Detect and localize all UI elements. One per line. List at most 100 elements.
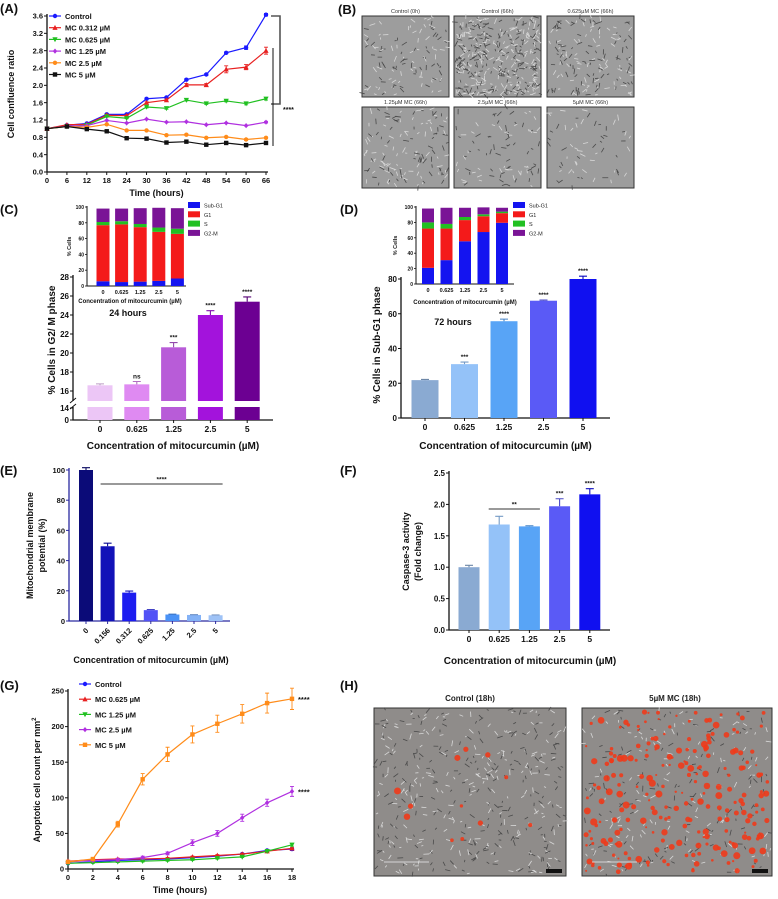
image-title: Control (66h) <box>481 9 513 15</box>
error-bar <box>146 608 155 611</box>
apoptotic-cell <box>598 798 605 805</box>
cell <box>585 93 591 96</box>
cell <box>487 67 490 71</box>
apoptotic-cell <box>762 790 770 797</box>
cell <box>720 743 725 746</box>
y-axis-label: potential (%) <box>37 519 47 573</box>
cell <box>584 61 587 65</box>
cell <box>555 804 560 807</box>
cell <box>649 819 653 824</box>
apoptotic-cell <box>655 773 658 777</box>
cell <box>454 58 458 63</box>
cell <box>382 836 384 841</box>
cell <box>705 827 711 832</box>
cell <box>759 866 762 868</box>
cell <box>462 61 467 66</box>
cell <box>530 148 534 150</box>
y-axis-label: % Cells <box>67 237 73 257</box>
cell <box>437 36 442 41</box>
x-tick-label: 2.5 <box>155 290 163 296</box>
apoptotic-cell <box>597 716 605 724</box>
cell <box>510 48 514 52</box>
cell <box>641 736 644 740</box>
cell <box>417 156 421 162</box>
apoptotic-cell <box>683 760 686 763</box>
cell <box>479 738 484 744</box>
cell <box>514 733 517 736</box>
y-tick-label: 60 <box>57 526 65 535</box>
data-point <box>240 815 245 821</box>
cell <box>477 53 482 59</box>
cell <box>501 172 505 175</box>
bar <box>530 300 557 418</box>
apoptotic-cell <box>611 772 617 778</box>
x-tick-label: 36 <box>162 176 170 185</box>
cell <box>469 87 473 93</box>
x-tick-label: 4 <box>116 873 121 882</box>
apoptotic-cell <box>663 732 666 736</box>
data-point <box>204 72 209 77</box>
cell <box>570 22 576 27</box>
apoptotic-cell <box>459 804 464 808</box>
cell <box>465 168 471 172</box>
cell <box>506 72 510 76</box>
cell <box>600 73 605 79</box>
cell <box>431 726 436 732</box>
cell <box>482 26 486 28</box>
cell <box>428 774 435 778</box>
cell <box>504 730 507 733</box>
cell <box>533 42 536 47</box>
cell <box>468 93 474 98</box>
cell <box>432 77 437 81</box>
y-tick-label: 1.2 <box>33 116 43 125</box>
apoptotic-cell <box>683 801 689 806</box>
bar <box>161 407 187 420</box>
cell <box>444 713 450 716</box>
cell <box>610 179 612 184</box>
cell <box>557 179 563 184</box>
cell <box>601 147 605 153</box>
stacked-bar-segment <box>96 281 110 286</box>
x-tick-label: 0.312 <box>114 626 134 646</box>
y-axis-label: % Cells in G2/ M phase <box>47 285 58 394</box>
y-tick-label: 40 <box>407 251 413 257</box>
cell <box>420 720 423 725</box>
y-tick-label: 1.0 <box>434 563 446 572</box>
cell <box>363 150 368 155</box>
cell <box>525 827 527 831</box>
apoptotic-cell <box>719 713 723 717</box>
cell <box>513 722 517 725</box>
cell <box>414 798 417 803</box>
data-point <box>144 136 149 141</box>
y-tick-label: 28 <box>60 273 69 282</box>
cell <box>665 844 668 850</box>
cell <box>504 67 507 70</box>
cell <box>484 54 489 60</box>
cell <box>598 82 601 89</box>
legend-swatch <box>513 202 525 208</box>
cell <box>538 65 541 71</box>
cell <box>430 862 433 866</box>
cell <box>506 79 509 83</box>
apoptotic-cell <box>635 785 639 789</box>
data-point <box>124 136 129 141</box>
cell <box>370 41 376 46</box>
cell <box>536 35 540 39</box>
apoptotic-cell <box>761 711 766 715</box>
stacked-bar-segment <box>133 227 147 282</box>
cell <box>506 167 510 169</box>
cell <box>548 112 552 117</box>
cell <box>747 765 752 770</box>
x-axis-label: Concentration of mitocurcumin (µM) <box>73 655 228 665</box>
fluorescence-image-control <box>372 706 568 877</box>
cell <box>495 152 501 156</box>
legend-swatch <box>188 229 200 236</box>
cell <box>479 21 483 24</box>
cell <box>558 776 562 778</box>
cell <box>560 109 566 112</box>
data-point <box>183 97 189 103</box>
cell <box>472 55 478 59</box>
cell <box>536 57 541 62</box>
cell <box>476 174 482 178</box>
cell <box>493 851 496 855</box>
